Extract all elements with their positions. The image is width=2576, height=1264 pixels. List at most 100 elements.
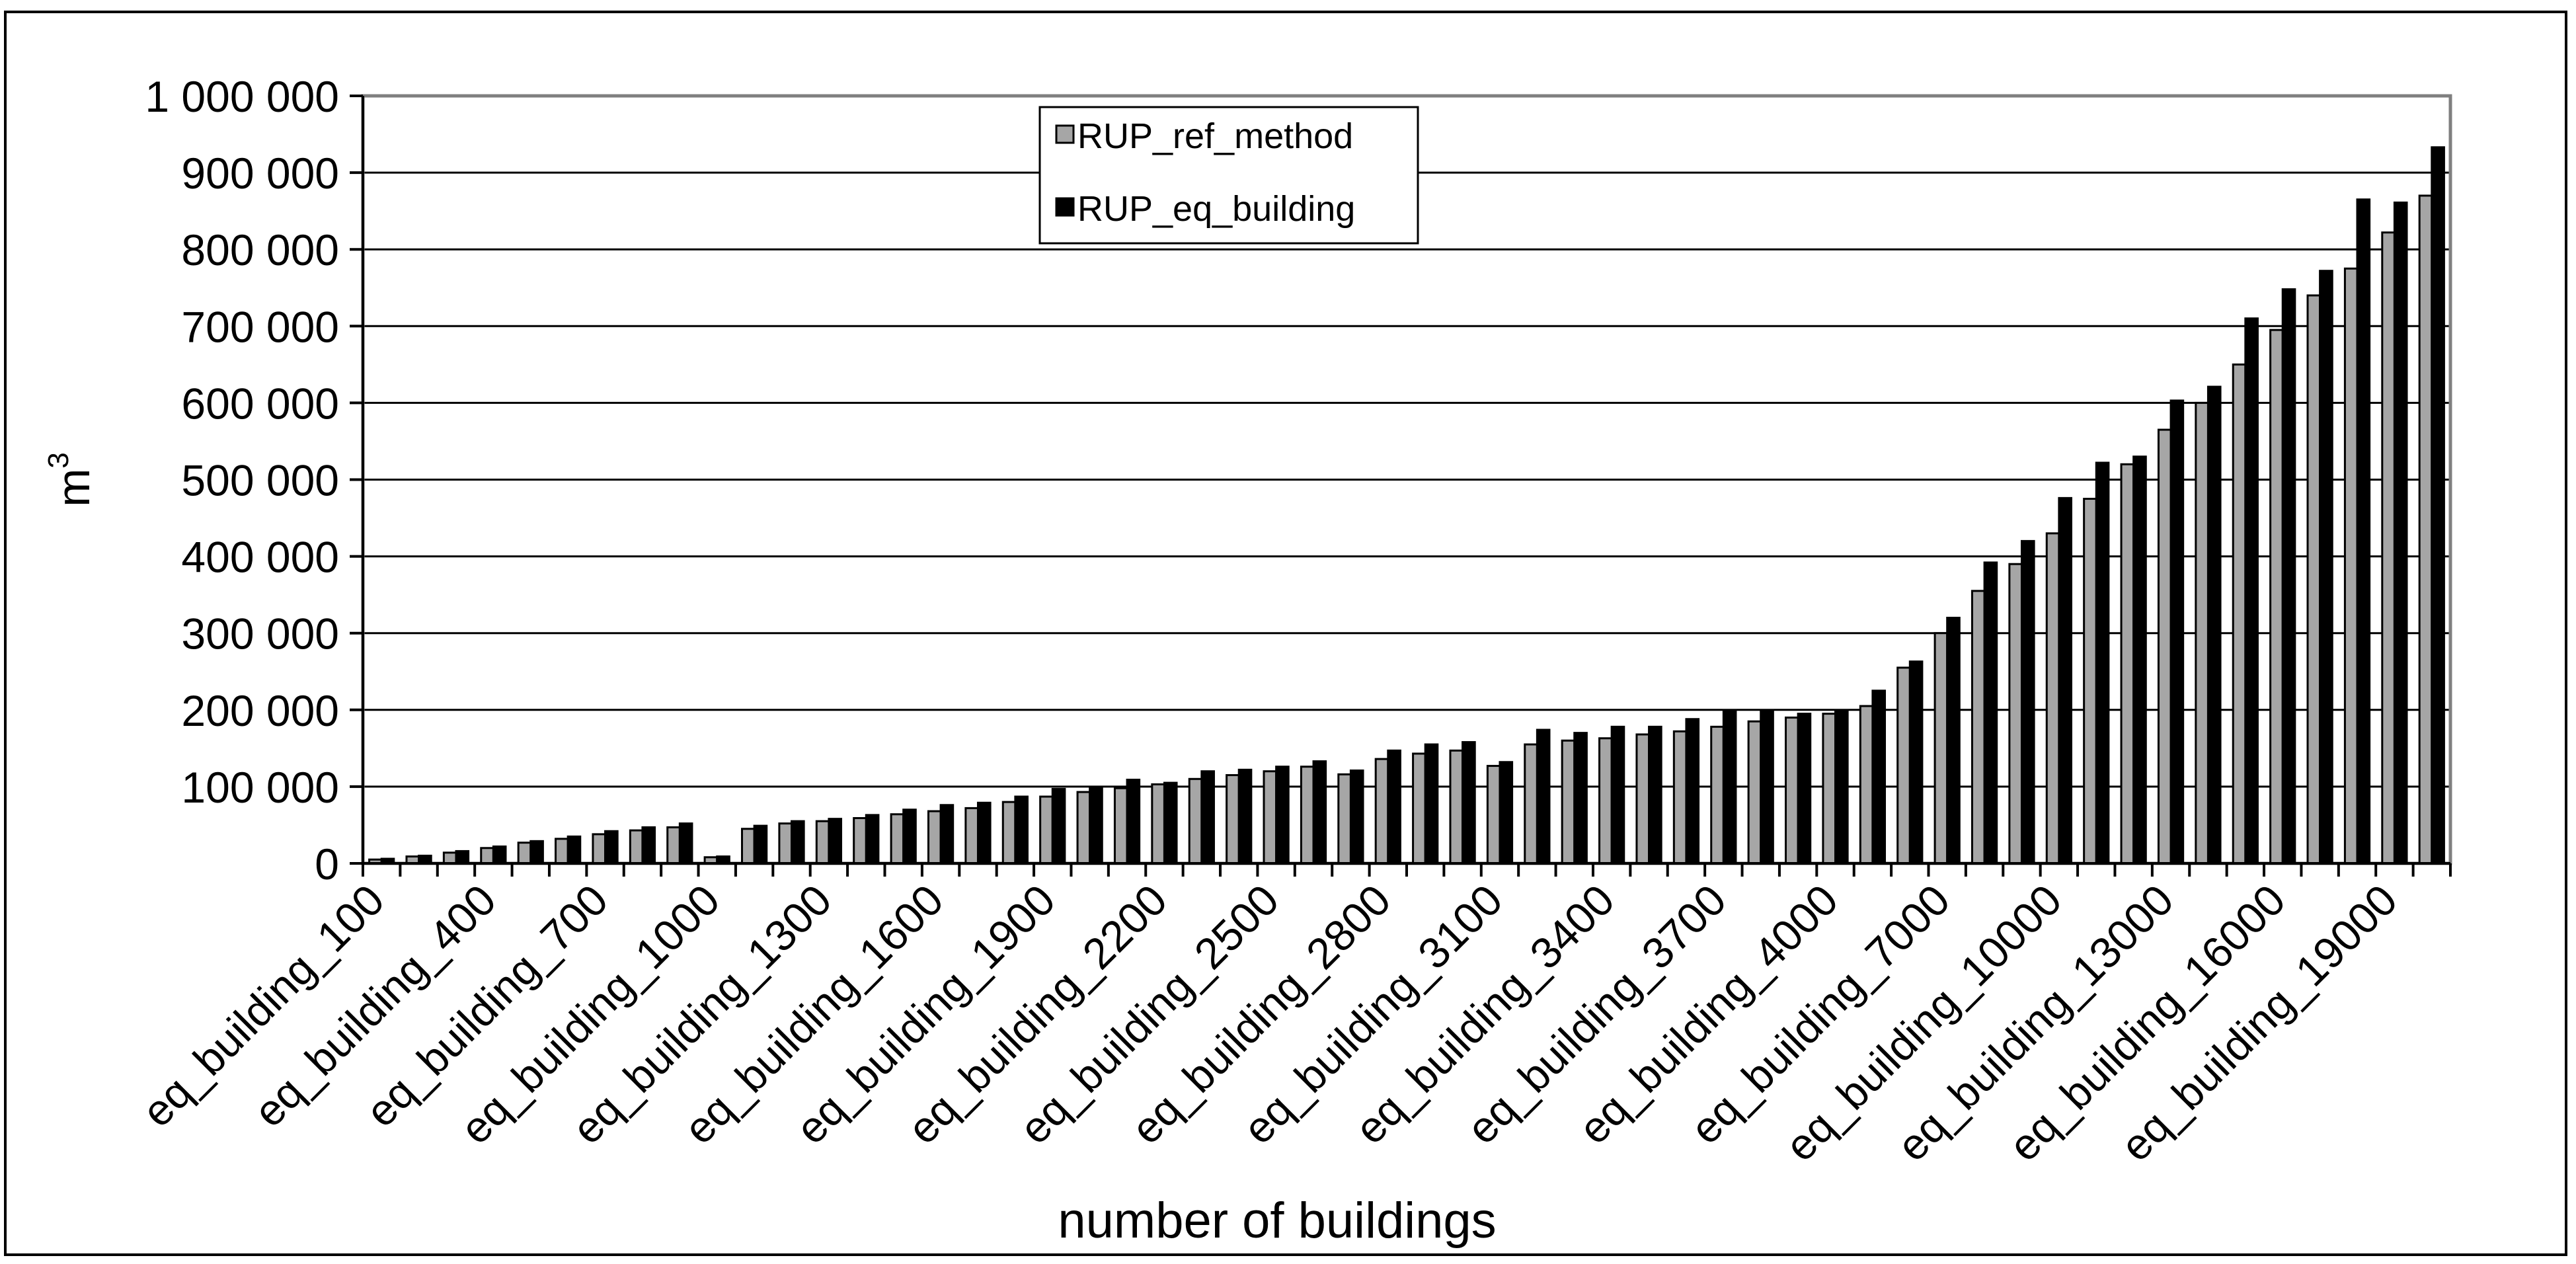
bar-ref-method (1113, 787, 1128, 865)
bar-eq-building (566, 835, 582, 865)
bar-ref-method (964, 807, 979, 865)
y-tick-label: 800 000 (181, 225, 339, 274)
x-axis-title: number of buildings (1058, 1193, 1496, 1249)
bar-ref-method (2232, 363, 2247, 865)
bar-eq-building (2393, 201, 2408, 865)
bar-eq-building (1760, 710, 1774, 865)
bar-eq-building (2020, 539, 2035, 865)
bar-eq-building (902, 809, 917, 865)
bar-eq-building (2169, 399, 2185, 865)
y-tick-label: 900 000 (181, 149, 339, 198)
bar-ref-method (2195, 401, 2209, 865)
y-tick-label: 200 000 (181, 686, 339, 735)
bar-eq-building (2058, 496, 2072, 865)
bar-ref-method (2381, 231, 2396, 865)
bar-ref-method (741, 828, 756, 865)
bar-eq-building (1648, 725, 1662, 865)
legend-label-ref-method: RUP_ref_method (1077, 116, 1353, 156)
bar-ref-method (1859, 705, 1874, 865)
bar-ref-method (1822, 713, 1837, 865)
y-axis-unit: m (48, 469, 99, 507)
bar-eq-building (2431, 146, 2445, 865)
bar-eq-building (939, 804, 955, 865)
bar-eq-building (2132, 455, 2147, 865)
bar-eq-building (1573, 732, 1588, 865)
bar-eq-building (753, 824, 768, 865)
bar-ref-method (592, 833, 607, 865)
bar-eq-building (1834, 710, 1849, 865)
bar-eq-building (1536, 729, 1551, 865)
y-tick-label: 600 000 (181, 379, 339, 428)
bar-ref-method (2045, 532, 2060, 865)
bar-ref-method (1785, 716, 1799, 865)
bar-ref-method (815, 820, 830, 865)
bar-eq-building (1685, 718, 1700, 865)
bar-eq-building (1871, 690, 1887, 865)
bar-ref-method (927, 810, 942, 865)
bar-ref-method (1039, 795, 1054, 865)
bar-ref-method (480, 847, 494, 865)
bar-ref-method (442, 851, 457, 865)
y-tick-label: 500 000 (181, 456, 339, 505)
bar-ref-method (2083, 498, 2097, 865)
bar-eq-building (1275, 766, 1290, 865)
y-tick-label: 0 (315, 840, 339, 889)
bar-eq-building (1349, 770, 1364, 865)
bar-ref-method (517, 842, 532, 865)
bar-eq-building (492, 845, 507, 865)
x-axis-ticks: eq_building_100eq_building_400eq_buildin… (132, 863, 2452, 1170)
bar-eq-building (678, 822, 693, 865)
bar-eq-building (1312, 760, 1327, 865)
legend-box (1038, 106, 1419, 245)
bar-ref-method (778, 822, 793, 865)
bar-eq-building (1946, 616, 1961, 865)
bar-ref-method (1635, 733, 1651, 865)
legend-swatch-ref-method (1055, 124, 1075, 144)
y-tick-label: 100 000 (181, 763, 339, 812)
bar-ref-method (2120, 463, 2135, 865)
y-tick-label: 400 000 (181, 533, 339, 582)
bar-ref-method (2306, 294, 2322, 865)
y-tick-label: 300 000 (181, 610, 339, 658)
bar-ref-method (890, 813, 905, 865)
bar-eq-building (1983, 561, 1998, 865)
bar-eq-building (604, 830, 619, 865)
bar-eq-building (2244, 317, 2259, 865)
bar-ref-method (1226, 773, 1240, 865)
legend: RUP_ref_method RUP_eq_building (1038, 106, 1419, 245)
bar-ref-method (2269, 329, 2284, 865)
y-tick-label: 1 000 000 (145, 72, 339, 121)
y-axis-ticks: 0 100 000 200 000 300 000 400 000 500 000 600 … (145, 72, 363, 889)
bar-eq-building (1200, 770, 1215, 865)
bar-ref-method (1337, 773, 1352, 865)
bar-ref-method (1076, 791, 1091, 865)
bar-eq-building (1797, 713, 1812, 865)
y-axis-title: m3 (42, 452, 99, 507)
bar-ref-method (1971, 590, 1986, 865)
bar-eq-building (865, 814, 880, 865)
bar-eq-building (2095, 461, 2110, 865)
bar-eq-building (2281, 288, 2296, 865)
bar-eq-building (828, 818, 843, 865)
bar-ref-method (555, 838, 569, 865)
bar-eq-building (1424, 743, 1439, 865)
bars (368, 146, 2445, 865)
bar-ref-method (666, 826, 681, 865)
bar-eq-building (529, 840, 544, 865)
bar-ref-method (2008, 563, 2023, 865)
bar-eq-building (976, 801, 992, 865)
bar-eq-building (641, 826, 656, 865)
bar-eq-building (1908, 660, 1924, 865)
bar-ref-method (1896, 666, 1911, 865)
bar-ref-method (1300, 766, 1315, 865)
bar-ref-method (1449, 749, 1464, 865)
bar-ref-method (2343, 267, 2359, 865)
bar-ref-method (1561, 739, 1576, 865)
bar-eq-building (1163, 781, 1178, 865)
bar-eq-building (1462, 741, 1476, 865)
bar-ref-method (1001, 801, 1017, 865)
bar-ref-method (629, 829, 644, 865)
bar-eq-building (2206, 385, 2222, 865)
bar-eq-building (1499, 761, 1514, 865)
